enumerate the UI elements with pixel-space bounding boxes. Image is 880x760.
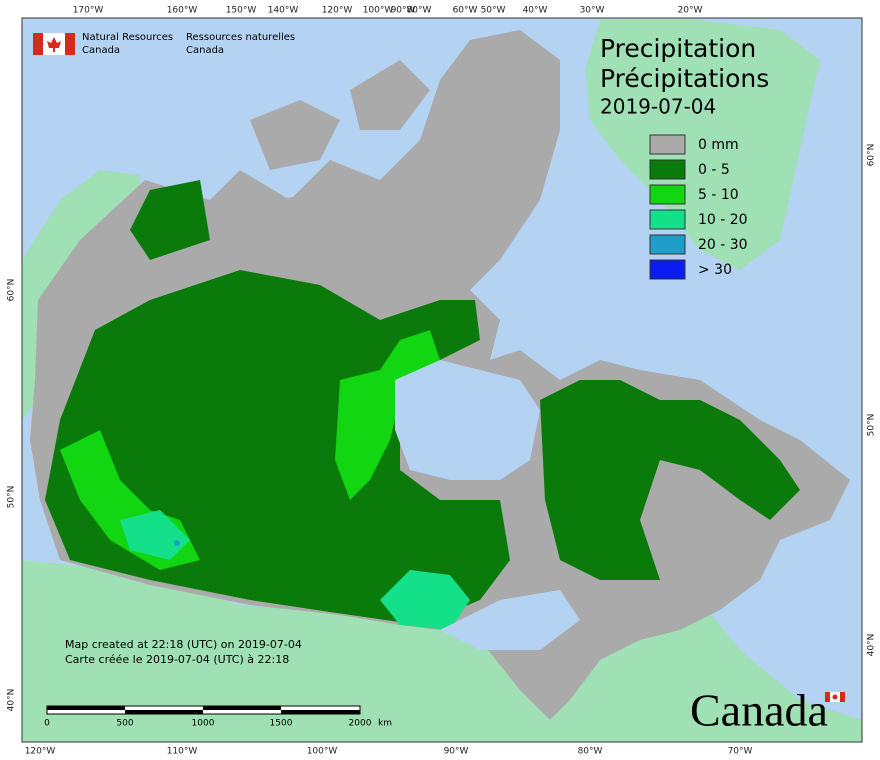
graticule-label: 140°W — [268, 6, 299, 16]
legend-swatch — [649, 134, 686, 155]
scale-label: 2000 — [349, 719, 372, 729]
legend-label: 5 - 10 — [698, 187, 739, 203]
graticule-label: 90°W — [391, 6, 416, 16]
org-en: Canada — [82, 45, 120, 56]
graticule-label: 80°W — [407, 6, 432, 16]
scale-label: 1500 — [270, 719, 293, 729]
org-fr: Ressources naturelles — [186, 32, 295, 43]
scale-label: 1000 — [192, 719, 215, 729]
legend-swatch — [649, 234, 686, 255]
graticule-label: 60°N — [7, 279, 17, 302]
precip-10-20 — [380, 570, 470, 630]
precip-0-5 — [540, 380, 800, 580]
graticule-label: 20°W — [678, 6, 703, 16]
arctic-islands — [250, 60, 500, 240]
title-fr: Précipitations — [600, 64, 769, 93]
hudson-bay — [395, 360, 540, 480]
graticule-label: 120°W — [25, 747, 56, 757]
graticule-label: 40°W — [523, 6, 548, 16]
graticule-label: 50°W — [481, 6, 506, 16]
legend-swatch — [649, 184, 686, 205]
legend-label: > 30 — [698, 262, 732, 278]
graticule-label: 40°N — [867, 634, 877, 657]
graticule-label: 170°W — [73, 6, 104, 16]
graticule-label: 160°W — [167, 6, 198, 16]
legend-label: 0 mm — [698, 137, 739, 153]
scale-unit: km — [378, 719, 392, 729]
graticule-label: 40°N — [7, 689, 17, 712]
frame — [21, 17, 863, 743]
graticule-label: 50°N — [867, 414, 877, 437]
legend-swatch — [649, 159, 686, 180]
greenland — [585, 20, 820, 270]
legend-label: 10 - 20 — [698, 212, 748, 228]
great-lakes — [440, 590, 580, 650]
note: Map created at 22:18 (UTC) on 2019-07-04 — [65, 638, 302, 651]
graticule-label: 50°N — [7, 486, 17, 509]
graticule-label: 70°W — [728, 747, 753, 757]
scale-label: 500 — [116, 719, 133, 729]
graticule-label: 90°W — [444, 747, 469, 757]
legend-label: 20 - 30 — [698, 237, 748, 253]
graticule-label: 120°W — [322, 6, 353, 16]
graticule-label: 30°W — [580, 6, 605, 16]
scale-label: 0 — [44, 719, 50, 729]
graticule-label: 100°W — [307, 747, 338, 757]
graticule-label: 60°W — [453, 6, 478, 16]
precip-20-30 — [174, 540, 180, 546]
precip-10-20 — [120, 510, 190, 560]
org-en: Natural Resources — [82, 32, 173, 43]
legend-swatch — [649, 209, 686, 230]
legend-swatch — [649, 259, 686, 280]
precip-0-5 — [130, 180, 210, 260]
title-en: Precipitation — [600, 34, 756, 63]
legend-label: 0 - 5 — [698, 162, 730, 178]
gc-flag — [33, 33, 75, 55]
wordmark-flag — [825, 692, 845, 702]
graticule-label: 150°W — [226, 6, 257, 16]
map-date: 2019-07-04 — [600, 95, 716, 119]
wordmark: Canada — [690, 685, 828, 736]
org-fr: Canada — [186, 45, 224, 56]
graticule-label: 100°W — [363, 6, 394, 16]
note: Carte créée le 2019-07-04 (UTC) à 22:18 — [65, 653, 289, 666]
graticule-label: 110°W — [167, 747, 198, 757]
graticule-label: 80°W — [578, 747, 603, 757]
graticule-label: 60°N — [867, 144, 877, 167]
scale-bar — [46, 705, 361, 715]
